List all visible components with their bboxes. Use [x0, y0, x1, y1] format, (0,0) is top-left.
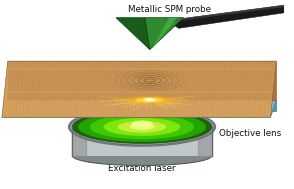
- Ellipse shape: [131, 120, 153, 129]
- Ellipse shape: [126, 95, 174, 104]
- Text: Objective lens: Objective lens: [219, 129, 282, 138]
- Ellipse shape: [78, 112, 206, 142]
- Ellipse shape: [90, 115, 194, 139]
- Ellipse shape: [118, 121, 166, 133]
- Ellipse shape: [130, 124, 155, 130]
- Text: Metallic SPM probe: Metallic SPM probe: [128, 5, 211, 14]
- Polygon shape: [116, 18, 150, 50]
- Polygon shape: [72, 127, 212, 156]
- Ellipse shape: [135, 97, 164, 103]
- Text: Excitation laser: Excitation laser: [108, 164, 176, 173]
- Polygon shape: [166, 5, 284, 22]
- Polygon shape: [8, 61, 276, 100]
- Ellipse shape: [72, 110, 212, 143]
- Ellipse shape: [104, 118, 180, 136]
- Polygon shape: [145, 18, 183, 50]
- Ellipse shape: [146, 98, 154, 101]
- Polygon shape: [2, 100, 276, 117]
- Text: Substrate: Substrate: [29, 103, 71, 112]
- Ellipse shape: [72, 146, 212, 166]
- Ellipse shape: [142, 98, 158, 102]
- Polygon shape: [166, 5, 284, 28]
- Polygon shape: [2, 61, 276, 117]
- Ellipse shape: [70, 108, 215, 145]
- Polygon shape: [152, 18, 177, 50]
- Polygon shape: [8, 100, 276, 111]
- Text: 2D sample: 2D sample: [70, 68, 116, 77]
